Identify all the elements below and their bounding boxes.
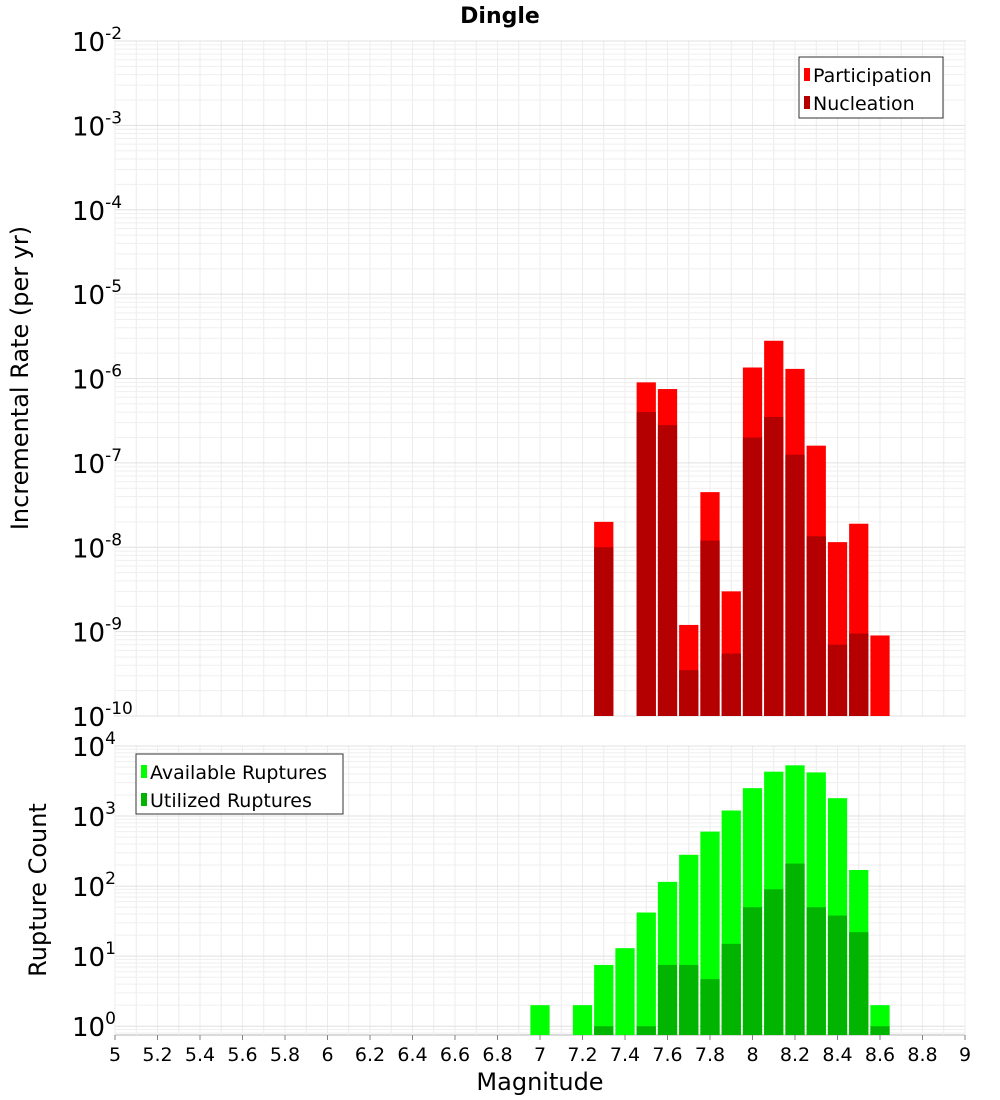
y-tick-label: 100: [72, 1009, 116, 1043]
x-tick-label: 5.2: [142, 1044, 172, 1066]
chart-title: Dingle: [460, 4, 540, 29]
top-y-tick-labels: 10-10 10-9 10-8 10-7 10-6 10-5 10-4 10-3 10-2: [72, 24, 133, 733]
bottom-bars: [530, 765, 890, 1035]
x-tick-label: 7.2: [567, 1044, 597, 1066]
bar-series2: [827, 644, 848, 716]
bar-series1: [870, 635, 890, 716]
legend-box: [135, 753, 344, 815]
bar-series1: [572, 1005, 593, 1035]
y-tick-label: 103: [72, 799, 116, 833]
x-tick-label: 5: [109, 1044, 121, 1066]
x-tick-label: 5.8: [270, 1044, 300, 1066]
y-tick-label: 10-6: [72, 362, 122, 396]
x-tick-label: 6: [321, 1044, 333, 1066]
legend-label: Utilized Ruptures: [150, 790, 312, 812]
bottom-legend: Available Ruptures Utilized Ruptures: [135, 753, 344, 815]
bar-series2: [679, 964, 699, 1035]
x-tick-label: 7: [534, 1044, 546, 1066]
legend-swatch: [804, 68, 810, 81]
bar-series1: [636, 912, 656, 1035]
bar-series2: [594, 1026, 614, 1035]
legend-swatch: [141, 793, 147, 806]
x-tick-label: 6.8: [482, 1044, 512, 1066]
y-tick-label: 10-9: [72, 615, 122, 649]
y-tick-label: 10-10: [72, 699, 133, 733]
bar-series2: [849, 932, 869, 1035]
bar-series2: [742, 907, 763, 1035]
bar-series2: [870, 1026, 890, 1035]
x-tick-label: 9: [959, 1044, 971, 1066]
x-tick-label: 8.8: [907, 1044, 937, 1066]
bar-series2: [806, 907, 826, 1035]
bar-series2: [636, 1026, 656, 1035]
y-tick-label: 101: [72, 939, 116, 973]
legend-swatch: [804, 96, 810, 109]
bar-series2: [594, 547, 614, 716]
legend-label: Nucleation: [813, 93, 915, 115]
bottom-y-axis-label: Rupture Count: [24, 803, 52, 977]
y-tick-label: 10-2: [72, 24, 122, 58]
x-tick-label: 7.8: [695, 1044, 725, 1066]
x-tick-label: 8.6: [865, 1044, 895, 1066]
top-legend: Participation Nucleation: [798, 56, 944, 119]
x-tick-label: 7.6: [652, 1044, 682, 1066]
bar-series2: [700, 540, 720, 716]
top-y-axis-label: Incremental Rate (per yr): [6, 226, 34, 530]
y-tick-label: 10-4: [72, 193, 122, 227]
bar-series2: [721, 653, 741, 716]
legend-label: Participation: [813, 65, 932, 87]
x-tick-label: 6.4: [397, 1044, 427, 1066]
bar-series2: [721, 943, 741, 1035]
bar-series2: [785, 454, 805, 716]
legend-box: [798, 56, 944, 119]
bar-series2: [636, 412, 656, 716]
bar-series2: [764, 416, 784, 716]
bar-series1: [530, 1005, 550, 1035]
y-tick-label: 102: [72, 869, 116, 903]
y-tick-label: 10-8: [72, 530, 122, 564]
bar-series2: [827, 915, 848, 1035]
y-tick-label: 10-3: [72, 108, 122, 142]
x-tick-labels: 5 5.2 5.4 5.6 5.8 6 6.2 6.4 6.6 6.8 7 7.2 7.4 7.6 7.8 8…: [109, 1035, 971, 1066]
bar-series2: [806, 536, 826, 716]
bar-series1: [615, 948, 635, 1035]
bar-series2: [742, 437, 763, 716]
x-tick-label: 5.6: [227, 1044, 257, 1066]
bottom-y-tick-labels: 100 101 102 103 104: [72, 729, 116, 1043]
y-tick-label: 10-7: [72, 446, 122, 480]
bar-series2: [785, 863, 805, 1035]
x-tick-label: 6.6: [440, 1044, 470, 1066]
bar-series2: [764, 889, 784, 1035]
bar-series2: [657, 425, 678, 716]
top-bars: [594, 340, 890, 716]
bar-series2: [849, 633, 869, 716]
bar-series2: [657, 964, 678, 1035]
x-axis-label: Magnitude: [476, 1068, 603, 1096]
bar-series2: [679, 670, 699, 716]
x-tick-label: 8.4: [822, 1044, 852, 1066]
legend-label: Available Ruptures: [150, 762, 327, 784]
x-tick-label: 7.4: [610, 1044, 640, 1066]
x-tick-label: 6.2: [355, 1044, 385, 1066]
y-tick-label: 10-5: [72, 277, 122, 311]
x-tick-label: 8: [746, 1044, 758, 1066]
legend-swatch: [141, 765, 147, 778]
y-tick-label: 104: [72, 729, 116, 763]
x-tick-label: 8.2: [780, 1044, 810, 1066]
x-tick-label: 5.4: [185, 1044, 215, 1066]
bar-series2: [700, 979, 720, 1035]
bar-series1: [594, 964, 614, 1035]
